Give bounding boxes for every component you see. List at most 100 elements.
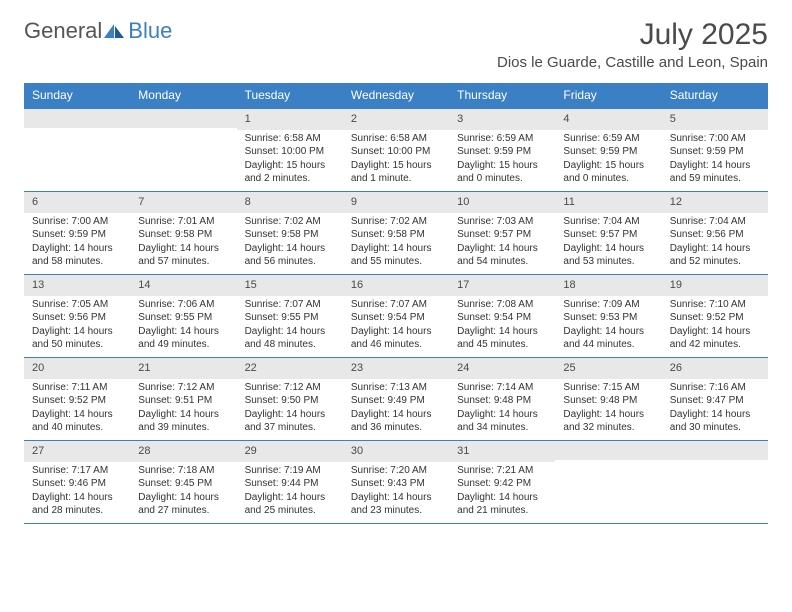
day-cell: 10 Sunrise: 7:03 AMSunset: 9:57 PMDayligh… [449,192,555,274]
day-cell: 2Sunrise: 6:58 AMSunset: 10:00 PMDayligh… [343,109,449,191]
day-content: Sunrise: 7:17 AMSunset: 9:46 PMDaylight:… [24,462,130,522]
sunset-text: Sunset: 9:48 PM [563,394,653,408]
daylight-text: Daylight: 14 hours and 57 minutes. [138,242,228,269]
day-number: 8 [237,192,343,213]
sunset-text: Sunset: 9:54 PM [351,311,441,325]
day-number: 24 [449,358,555,379]
sunrise-text: Sunrise: 7:19 AM [245,464,335,478]
day-cell: 17Sunrise: 7:08 AMSunset: 9:54 PMDayligh… [449,275,555,357]
sunset-text: Sunset: 9:55 PM [245,311,335,325]
logo-text-blue: Blue [128,18,172,44]
day-number: 21 [130,358,236,379]
daylight-text: Daylight: 14 hours and 48 minutes. [245,325,335,352]
sunset-text: Sunset: 9:46 PM [32,477,122,491]
daylight-text: Daylight: 14 hours and 53 minutes. [563,242,653,269]
sunrise-text: Sunrise: 7:00 AM [670,132,760,146]
sunset-text: Sunset: 9:57 PM [457,228,547,242]
daylight-text: Daylight: 14 hours and 49 minutes. [138,325,228,352]
day-number: 17 [449,275,555,296]
week-row: 20Sunrise: 7:11 AMSunset: 9:52 PMDayligh… [24,358,768,441]
daylight-text: Daylight: 14 hours and 52 minutes. [670,242,760,269]
day-cell: 21Sunrise: 7:12 AMSunset: 9:51 PMDayligh… [130,358,236,440]
sunrise-text: Sunrise: 7:04 AM [563,215,653,229]
day-number: 29 [237,441,343,462]
day-cell: 7Sunrise: 7:01 AMSunset: 9:58 PMDaylight… [130,192,236,274]
sunrise-text: Sunrise: 7:03 AM [457,215,547,229]
day-content: Sunrise: 7:16 AMSunset: 9:47 PMDaylight:… [662,379,768,439]
sunset-text: Sunset: 9:44 PM [245,477,335,491]
sunrise-text: Sunrise: 7:17 AM [32,464,122,478]
day-cell: 8Sunrise: 7:02 AMSunset: 9:58 PMDaylight… [237,192,343,274]
sunrise-text: Sunrise: 7:04 AM [670,215,760,229]
day-number: 3 [449,109,555,130]
day-number: 11 [555,192,661,213]
day-number: 13 [24,275,130,296]
day-number: 23 [343,358,449,379]
daylight-text: Daylight: 14 hours and 37 minutes. [245,408,335,435]
sunrise-text: Sunrise: 7:02 AM [245,215,335,229]
sunset-text: Sunset: 9:52 PM [670,311,760,325]
week-row: 1Sunrise: 6:58 AMSunset: 10:00 PMDayligh… [24,109,768,192]
daylight-text: Daylight: 14 hours and 50 minutes. [32,325,122,352]
day-number: 27 [24,441,130,462]
logo-sail-icon [102,22,126,40]
day-header: Tuesday [237,83,343,107]
sunrise-text: Sunrise: 7:01 AM [138,215,228,229]
day-number: 15 [237,275,343,296]
sunset-text: Sunset: 9:43 PM [351,477,441,491]
daylight-text: Daylight: 14 hours and 54 minutes. [457,242,547,269]
sunset-text: Sunset: 9:49 PM [351,394,441,408]
location-subtitle: Dios le Guarde, Castille and Leon, Spain [497,54,768,71]
day-content: Sunrise: 7:19 AMSunset: 9:44 PMDaylight:… [237,462,343,522]
day-number: 31 [449,441,555,462]
daylight-text: Daylight: 14 hours and 44 minutes. [563,325,653,352]
sunset-text: Sunset: 9:55 PM [138,311,228,325]
sunrise-text: Sunrise: 7:11 AM [32,381,122,395]
day-number: 10 [449,192,555,213]
daylight-text: Daylight: 14 hours and 55 minutes. [351,242,441,269]
day-content: Sunrise: 7:12 AMSunset: 9:51 PMDaylight:… [130,379,236,439]
daylight-text: Daylight: 14 hours and 59 minutes. [670,159,760,186]
empty-day-number [555,441,661,460]
day-cell: 19Sunrise: 7:10 AMSunset: 9:52 PMDayligh… [662,275,768,357]
day-number: 14 [130,275,236,296]
sunset-text: Sunset: 9:52 PM [32,394,122,408]
day-number: 22 [237,358,343,379]
sunrise-text: Sunrise: 7:12 AM [138,381,228,395]
sunrise-text: Sunrise: 6:58 AM [245,132,335,146]
day-cell: 15Sunrise: 7:07 AMSunset: 9:55 PMDayligh… [237,275,343,357]
day-cell: 26Sunrise: 7:16 AMSunset: 9:47 PMDayligh… [662,358,768,440]
day-content: Sunrise: 7:00 AMSunset: 9:59 PMDaylight:… [24,213,130,273]
day-cell: 24Sunrise: 7:14 AMSunset: 9:48 PMDayligh… [449,358,555,440]
sunset-text: Sunset: 9:58 PM [245,228,335,242]
sunset-text: Sunset: 9:45 PM [138,477,228,491]
day-number: 16 [343,275,449,296]
day-cell: 23Sunrise: 7:13 AMSunset: 9:49 PMDayligh… [343,358,449,440]
sunset-text: Sunset: 9:58 PM [351,228,441,242]
empty-day-number [662,441,768,460]
day-number: 26 [662,358,768,379]
sunset-text: Sunset: 10:00 PM [351,145,441,159]
sunrise-text: Sunrise: 7:00 AM [32,215,122,229]
daylight-text: Daylight: 14 hours and 30 minutes. [670,408,760,435]
sunrise-text: Sunrise: 7:15 AM [563,381,653,395]
day-content: Sunrise: 7:10 AMSunset: 9:52 PMDaylight:… [662,296,768,356]
day-cell: 4Sunrise: 6:59 AMSunset: 9:59 PMDaylight… [555,109,661,191]
day-content: Sunrise: 7:13 AMSunset: 9:49 PMDaylight:… [343,379,449,439]
day-content: Sunrise: 7:02 AMSunset: 9:58 PMDaylight:… [237,213,343,273]
sunset-text: Sunset: 9:56 PM [670,228,760,242]
daylight-text: Daylight: 14 hours and 39 minutes. [138,408,228,435]
daylight-text: Daylight: 14 hours and 40 minutes. [32,408,122,435]
empty-day-number [130,109,236,128]
sunrise-text: Sunrise: 7:06 AM [138,298,228,312]
day-number: 9 [343,192,449,213]
day-number: 20 [24,358,130,379]
daylight-text: Daylight: 15 hours and 1 minute. [351,159,441,186]
day-cell: 31Sunrise: 7:21 AMSunset: 9:42 PMDayligh… [449,441,555,523]
day-content: Sunrise: 7:07 AMSunset: 9:54 PMDaylight:… [343,296,449,356]
day-cell: 3Sunrise: 6:59 AMSunset: 9:59 PMDaylight… [449,109,555,191]
sunrise-text: Sunrise: 7:21 AM [457,464,547,478]
day-cell: 1Sunrise: 6:58 AMSunset: 10:00 PMDayligh… [237,109,343,191]
day-number: 2 [343,109,449,130]
day-content: Sunrise: 7:09 AMSunset: 9:53 PMDaylight:… [555,296,661,356]
